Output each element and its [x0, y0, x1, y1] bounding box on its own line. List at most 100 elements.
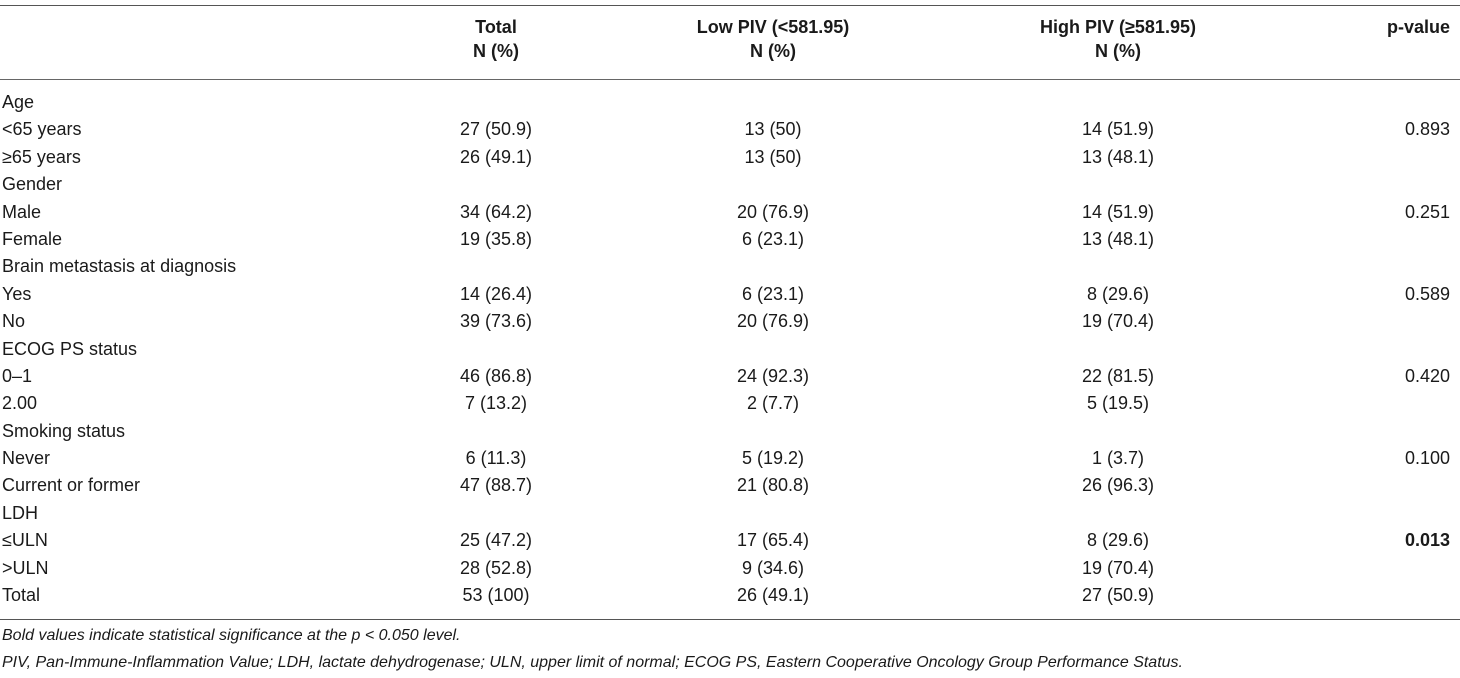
cell-p-value: 0.893: [1404, 119, 1450, 140]
table-row: Smoking status: [0, 418, 1460, 445]
table-row: Never 6 (11.3) 5 (19.2) 1 (3.7) 0.100: [0, 445, 1460, 472]
table-row: Total 53 (100) 26 (49.1) 27 (50.9): [0, 582, 1460, 609]
cell-total: 27 (50.9): [459, 119, 533, 140]
cell-total: 26 (49.1): [459, 146, 533, 167]
header-p-value: p-value: [1387, 15, 1450, 39]
cell-total: 14 (26.4): [459, 283, 533, 304]
cell-low-piv: 21 (80.8): [736, 475, 810, 496]
row-label: Never: [2, 448, 51, 469]
cell-p-value: 0.100: [1404, 448, 1450, 469]
cell-total: 34 (64.2): [459, 201, 533, 222]
table-row: Female 19 (35.8) 6 (23.1) 13 (48.1): [0, 226, 1460, 253]
cell-low-piv: 17 (65.4): [736, 530, 810, 551]
header-p-label: p-value: [1386, 17, 1450, 37]
cell-low-piv: 20 (76.9): [736, 311, 810, 332]
row-label: >ULN: [2, 557, 49, 578]
header-rule: [0, 79, 1460, 80]
cell-total: 7 (13.2): [464, 393, 528, 414]
cell-low-piv: 6 (23.1): [741, 228, 805, 249]
cell-high-piv: 26 (96.3): [1081, 475, 1155, 496]
cell-p-value: 0.013: [1404, 530, 1450, 551]
table-row: ECOG PS status: [0, 336, 1460, 363]
row-label: Smoking status: [2, 420, 126, 441]
footnote-significance: Bold values indicate statistical signifi…: [2, 627, 461, 644]
table-row: Current or former 47 (88.7) 21 (80.8) 26 (9…: [0, 472, 1460, 499]
table-row: Yes 14 (26.4) 6 (23.1) 8 (29.6) 0.589: [0, 281, 1460, 308]
footnote-abbreviations: PIV, Pan-Immune-Inflammation Value; LDH,…: [2, 654, 1183, 671]
cell-high-piv: 14 (51.9): [1081, 201, 1155, 222]
row-label: ≥65 years: [2, 146, 81, 167]
cell-total: 25 (47.2): [459, 530, 533, 551]
table-row: ≥65 years 26 (49.1) 13 (50) 13 (48.1): [0, 144, 1460, 171]
row-label: ≤ULN: [2, 530, 48, 551]
table-row: Age: [0, 89, 1460, 116]
cell-low-piv: 2 (7.7): [746, 393, 800, 414]
table-row: 0–1 46 (86.8) 24 (92.3) 22 (81.5) 0.420: [0, 363, 1460, 390]
table-row: <65 years 27 (50.9) 13 (50) 14 (51.9) 0.893: [0, 116, 1460, 143]
table-row: LDH: [0, 500, 1460, 527]
table-row: No 39 (73.6) 20 (76.9) 19 (70.4): [0, 308, 1460, 335]
cell-p-value: 0.251: [1404, 201, 1450, 222]
row-label: Female: [2, 228, 63, 249]
cell-low-piv: 24 (92.3): [736, 365, 810, 386]
row-label: Yes: [2, 283, 32, 304]
row-label: Total: [2, 585, 41, 606]
cell-low-piv: 26 (49.1): [736, 585, 810, 606]
table-row: Brain metastasis at diagnosis: [0, 253, 1460, 280]
cell-total: 46 (86.8): [459, 365, 533, 386]
row-label: Male: [2, 201, 42, 222]
cell-high-piv: 8 (29.6): [1086, 283, 1150, 304]
cell-p-value: 0.420: [1404, 365, 1450, 386]
cell-high-piv: 13 (48.1): [1081, 228, 1155, 249]
cell-high-piv: 27 (50.9): [1081, 585, 1155, 606]
cell-low-piv: 13 (50): [744, 146, 802, 167]
cell-total: 47 (88.7): [459, 475, 533, 496]
row-label: No: [2, 311, 26, 332]
row-label: <65 years: [2, 119, 82, 140]
cell-high-piv: 14 (51.9): [1081, 119, 1155, 140]
cell-high-piv: 1 (3.7): [1091, 448, 1145, 469]
header-low-line2: N (%): [750, 41, 796, 61]
cell-high-piv: 19 (70.4): [1081, 311, 1155, 332]
header-total-line1: Total: [475, 17, 517, 37]
row-label: Age: [2, 92, 35, 112]
cell-low-piv: 20 (76.9): [736, 201, 810, 222]
table-body: Age <65 years 27 (50.9) 13 (50) 14 (51.9) 0.8…: [0, 89, 1460, 609]
cell-high-piv: 8 (29.6): [1086, 530, 1150, 551]
cell-low-piv: 13 (50): [744, 119, 802, 140]
table-row: ≤ULN 25 (47.2) 17 (65.4) 8 (29.6) 0.013: [0, 527, 1460, 554]
cell-high-piv: 22 (81.5): [1081, 365, 1155, 386]
table-row: >ULN 28 (52.8) 9 (34.6) 19 (70.4): [0, 555, 1460, 582]
row-label: Gender: [2, 174, 63, 195]
row-label: 2.00: [2, 393, 38, 414]
header-total: Total N (%): [381, 15, 611, 63]
cell-high-piv: 13 (48.1): [1081, 146, 1155, 167]
header-high-piv: High PIV (≥581.95) N (%): [1003, 15, 1233, 63]
table-bottom-rule: [0, 619, 1460, 620]
cell-low-piv: 9 (34.6): [741, 557, 805, 578]
header-low-piv: Low PIV (<581.95) N (%): [658, 15, 888, 63]
cell-total: 53 (100): [462, 585, 530, 606]
row-label: Current or former: [2, 475, 141, 496]
header-total-line2: N (%): [473, 41, 519, 61]
row-label: ECOG PS status: [2, 338, 138, 359]
row-label: LDH: [2, 502, 39, 523]
cell-high-piv: 19 (70.4): [1081, 557, 1155, 578]
cell-low-piv: 5 (19.2): [741, 448, 805, 469]
row-label: 0–1: [2, 365, 33, 386]
cell-total: 28 (52.8): [459, 557, 533, 578]
cell-total: 39 (73.6): [459, 311, 533, 332]
cell-p-value: 0.589: [1404, 283, 1450, 304]
table-top-rule: [0, 5, 1460, 6]
table-row: 2.00 7 (13.2) 2 (7.7) 5 (19.5): [0, 390, 1460, 417]
cell-low-piv: 6 (23.1): [741, 283, 805, 304]
table-row: Male 34 (64.2) 20 (76.9) 14 (51.9) 0.251: [0, 199, 1460, 226]
header-high-line2: N (%): [1095, 41, 1141, 61]
cell-total: 6 (11.3): [465, 448, 527, 469]
table-row: Gender: [0, 171, 1460, 198]
row-label: Brain metastasis at diagnosis: [2, 256, 237, 277]
header-low-line1: Low PIV (<581.95): [696, 17, 850, 37]
cell-high-piv: 5 (19.5): [1086, 393, 1150, 414]
cell-total: 19 (35.8): [459, 228, 533, 249]
